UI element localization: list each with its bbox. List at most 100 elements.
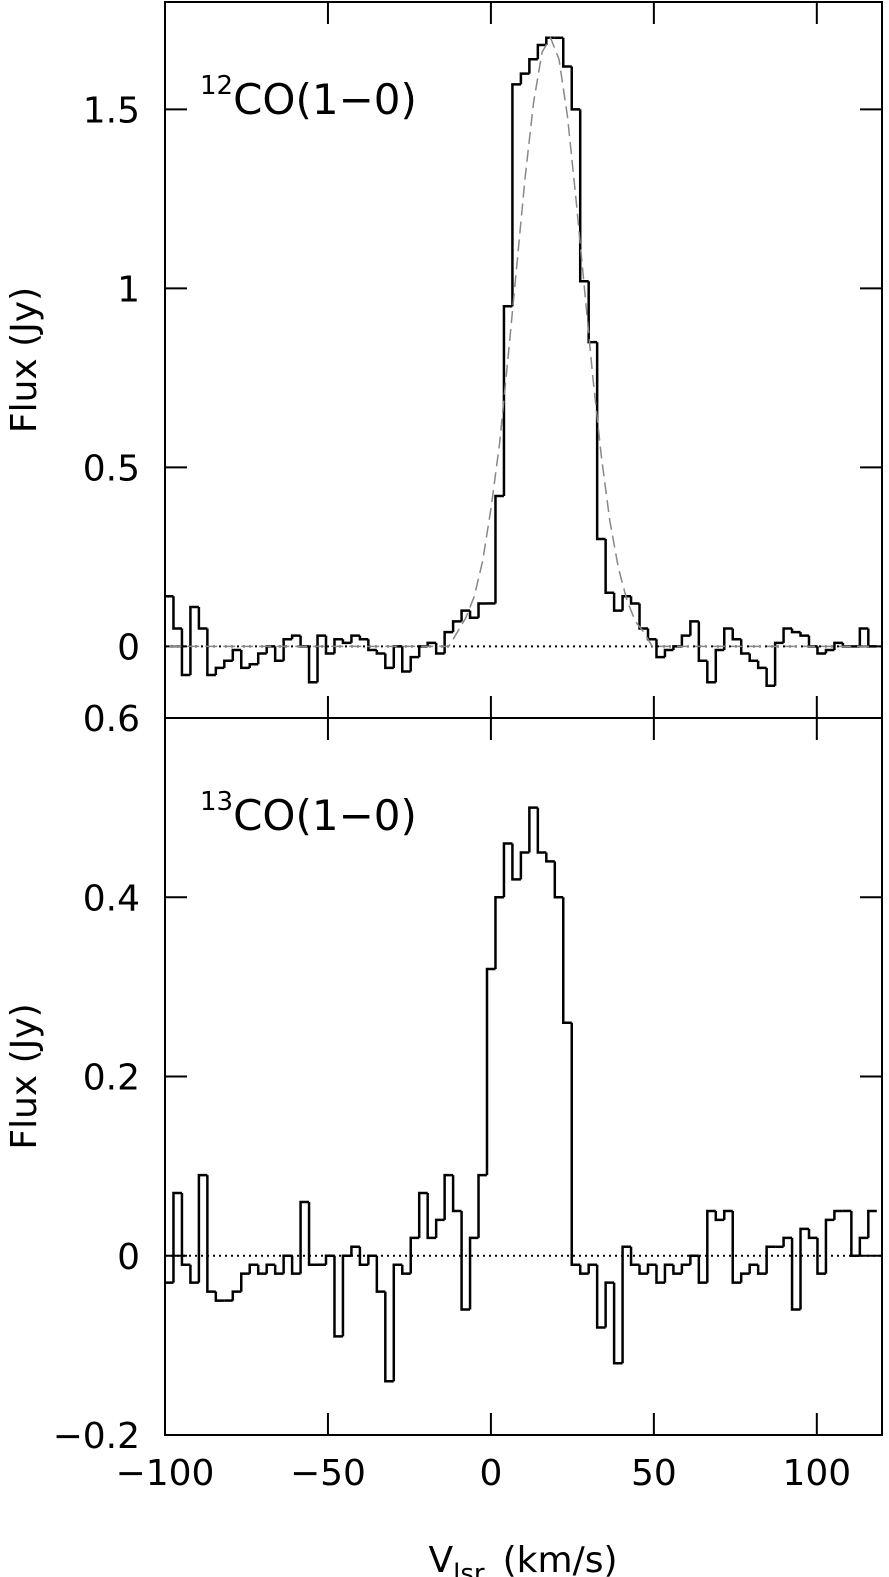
x-tick-label: 100 <box>782 1453 851 1494</box>
spectrum-step <box>731 628 742 641</box>
spectrum-step <box>265 1263 276 1274</box>
spectrum-step <box>570 1022 581 1266</box>
spectrum-step <box>689 620 699 636</box>
spectrum-step <box>384 1291 394 1383</box>
spectrum-step <box>384 653 394 670</box>
spectrum-step <box>587 1263 598 1274</box>
spectrum-step <box>240 649 250 670</box>
spectrum-step <box>790 628 801 634</box>
annotation-line: CO(1−0) <box>233 75 417 124</box>
spectrum-step <box>833 641 843 650</box>
spectrum-step <box>206 628 216 677</box>
spectrum-step <box>189 1264 199 1284</box>
spectrum-step <box>765 1245 776 1274</box>
spectrum-step <box>434 1218 445 1238</box>
spectrum-step <box>799 1227 809 1310</box>
spectrum-step <box>595 342 606 541</box>
spectrum-step <box>536 807 547 854</box>
spectrum-step <box>570 66 581 111</box>
spectrum-step <box>180 1193 191 1266</box>
spectrum-step <box>231 648 242 661</box>
y-tick-label: 0 <box>117 1237 140 1278</box>
spectrum-step <box>273 646 284 662</box>
spectrum-step <box>680 1263 691 1274</box>
annotation-isotope: 12 <box>200 71 233 101</box>
spectrum-step <box>706 660 716 684</box>
spectrum-step <box>502 305 513 497</box>
spectrum-step <box>282 637 293 661</box>
spectrum-step <box>240 1272 250 1292</box>
spectrum-step <box>697 621 708 662</box>
x-tick-label: 0 <box>479 1453 502 1494</box>
spectrum-step <box>341 1254 352 1337</box>
spectrum-step <box>451 620 462 633</box>
spectrum-step <box>816 646 826 655</box>
spectrum-step <box>341 639 352 645</box>
spectrum-step <box>265 645 276 654</box>
spectrum-step <box>697 1255 708 1284</box>
spectrum-step <box>511 843 521 881</box>
spectrum-step <box>562 897 572 1024</box>
spectrum-step <box>197 607 208 630</box>
spectrum-step <box>256 652 267 665</box>
spectrum-step <box>282 1254 293 1274</box>
spectrum-step <box>858 1236 869 1256</box>
spectrum-step <box>578 1264 589 1275</box>
x-axis-label-sub: lsr <box>453 1559 485 1577</box>
spectrum-step <box>782 627 793 643</box>
spectrum-step <box>502 842 513 898</box>
spectrum-step <box>409 1236 420 1274</box>
spectrum-step <box>816 1237 826 1275</box>
spectrum-step <box>172 596 182 630</box>
spectrum-step <box>392 1263 403 1382</box>
spectrum-step <box>858 627 869 647</box>
spectrum-step <box>417 1191 428 1238</box>
spectrum-step <box>807 1228 818 1240</box>
spectrum-step <box>739 639 750 655</box>
spectrum-step <box>401 1264 411 1275</box>
spectrum-step <box>426 1193 437 1240</box>
spectrum-step <box>739 1272 750 1283</box>
spectrum-step <box>655 639 665 659</box>
spectrum-step <box>316 634 326 683</box>
spectrum-step <box>646 628 657 641</box>
x-axis-label: Vlsr (km/s) <box>429 1540 618 1577</box>
spectrum-step <box>206 1175 216 1293</box>
spectrum-step <box>350 1245 360 1256</box>
spectrum-step <box>578 109 589 283</box>
spectrum-step <box>324 635 335 655</box>
spectrum-step <box>477 602 487 618</box>
spectrum-step <box>756 660 767 670</box>
spectrum-step <box>638 603 648 630</box>
spectrum-step <box>256 1264 267 1275</box>
spectrum-step <box>409 655 420 672</box>
spectrum-step <box>290 1255 301 1275</box>
spectrum-step <box>460 1210 471 1311</box>
spectrum-step <box>324 1254 335 1265</box>
spectrum-step <box>214 1291 225 1302</box>
annotation-isotope: 13 <box>200 787 233 817</box>
spectrum-step <box>638 1264 648 1275</box>
spectrum-step <box>799 632 809 637</box>
spectrum-step <box>511 83 521 307</box>
spectrum-step <box>519 851 530 880</box>
annotation: 13CO(1−0) <box>200 787 417 840</box>
y-tick-label: 1.5 <box>83 90 140 131</box>
spectrum-step <box>773 641 784 686</box>
y-tick-label: 0.5 <box>83 448 140 489</box>
spectrum-step <box>358 635 369 641</box>
spectrum-step <box>443 630 454 654</box>
spectrum-step <box>672 1264 682 1275</box>
spectrum-step <box>562 37 572 68</box>
y-axis-label: Flux (Jy) <box>4 287 45 433</box>
spectrum-step <box>663 1263 674 1283</box>
spectrum-step <box>807 635 818 648</box>
spectrum-step <box>748 1263 759 1274</box>
y-tick-label: 1 <box>117 269 140 310</box>
annotation-line: CO(1−0) <box>233 791 417 840</box>
spectrum-step <box>307 646 318 684</box>
spectrum-step <box>460 609 471 622</box>
x-axis-label-main: V <box>429 1540 454 1577</box>
spectrum-step <box>612 592 623 612</box>
spectrum-step <box>824 648 835 654</box>
